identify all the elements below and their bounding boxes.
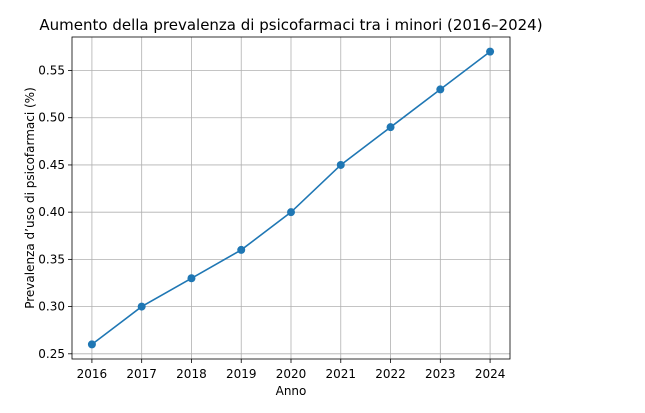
x-tick-label: 2021: [325, 367, 356, 381]
x-tick-label: 2017: [126, 367, 157, 381]
data-point: [287, 208, 295, 217]
x-tick-label: 2019: [226, 367, 257, 381]
data-point: [436, 85, 445, 94]
chart-title: Aumento della prevalenza di psicofarmaci…: [39, 16, 542, 34]
y-tick-label: 0.25: [38, 347, 65, 361]
grid-lines: [72, 37, 510, 359]
y-axis-title: Prevalenza d’uso di psicofarmaci (%): [23, 87, 37, 309]
data-point: [87, 340, 96, 349]
x-tick-label: 2023: [425, 367, 456, 381]
data-point: [386, 123, 395, 132]
data-series: [87, 47, 495, 349]
x-tick-label: 2022: [375, 367, 406, 381]
data-point: [187, 274, 196, 283]
y-tick-label: 0.30: [38, 300, 65, 314]
x-tick-label: 2016: [77, 367, 108, 381]
data-point: [486, 47, 495, 56]
axis-ticks: 2016 2017 2018 2019 2020 2021 2022 2023 2024 0.25…: [38, 64, 505, 381]
y-tick-label: 0.35: [38, 252, 65, 266]
plot-frame: [71, 36, 511, 360]
data-point: [336, 160, 345, 169]
y-tick-label: 0.50: [38, 111, 65, 125]
x-tick-label: 2018: [176, 367, 207, 381]
x-axis-title: Anno: [276, 384, 307, 398]
x-tick-label: 2020: [276, 367, 307, 381]
y-tick-label: 0.55: [38, 64, 65, 78]
y-tick-label: 0.40: [38, 205, 65, 219]
y-tick-label: 0.45: [38, 158, 65, 172]
data-point: [137, 302, 146, 311]
x-tick-label: 2024: [475, 367, 506, 381]
data-point: [237, 245, 246, 254]
